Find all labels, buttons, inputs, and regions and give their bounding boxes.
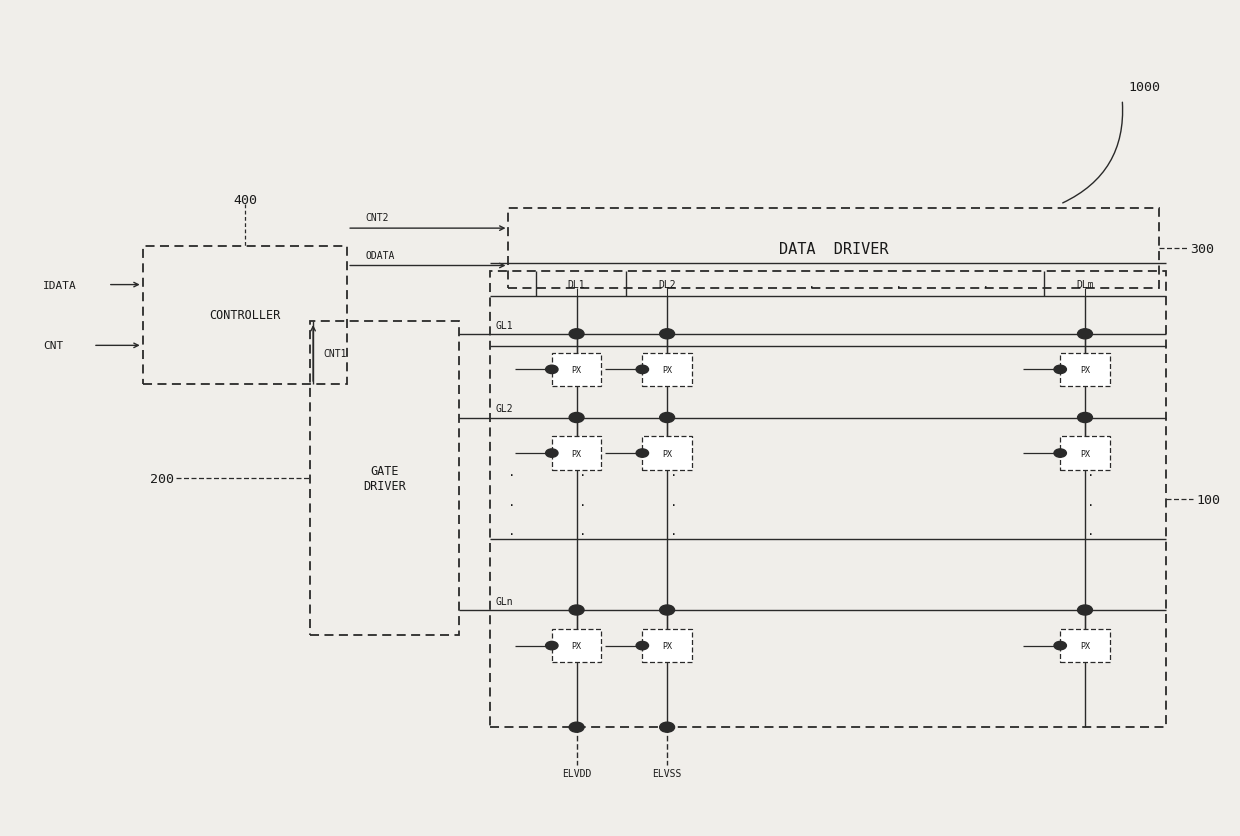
Text: .: . bbox=[579, 495, 587, 508]
Text: ELVDD: ELVDD bbox=[562, 768, 591, 778]
Text: ELVSS: ELVSS bbox=[652, 768, 682, 778]
Bar bbox=[552, 437, 601, 470]
Text: .: . bbox=[579, 524, 587, 538]
Bar bbox=[490, 272, 1166, 727]
Circle shape bbox=[1078, 605, 1092, 615]
Circle shape bbox=[569, 722, 584, 732]
Text: PX: PX bbox=[662, 641, 672, 650]
Bar bbox=[552, 353, 601, 386]
Text: DLm: DLm bbox=[1076, 279, 1094, 289]
Circle shape bbox=[546, 450, 558, 458]
Text: PX: PX bbox=[1080, 641, 1090, 650]
Text: PX: PX bbox=[662, 449, 672, 458]
Text: GLn: GLn bbox=[496, 596, 513, 606]
Text: IDATA: IDATA bbox=[43, 280, 77, 290]
Text: 1000: 1000 bbox=[1128, 81, 1161, 94]
Bar bbox=[143, 247, 347, 385]
Text: .: . bbox=[982, 278, 990, 291]
Text: .: . bbox=[579, 466, 587, 479]
Text: CNT: CNT bbox=[43, 341, 63, 351]
Circle shape bbox=[1054, 450, 1066, 458]
Circle shape bbox=[546, 642, 558, 650]
Text: CONTROLLER: CONTROLLER bbox=[210, 309, 280, 322]
Circle shape bbox=[636, 642, 649, 650]
Text: GL1: GL1 bbox=[496, 320, 513, 330]
Text: PX: PX bbox=[572, 449, 582, 458]
Bar bbox=[642, 437, 692, 470]
Text: CNT1: CNT1 bbox=[322, 349, 346, 358]
Text: CNT2: CNT2 bbox=[366, 213, 389, 223]
Text: GL2: GL2 bbox=[496, 404, 513, 414]
Text: 200: 200 bbox=[150, 472, 174, 485]
Text: PX: PX bbox=[1080, 449, 1090, 458]
Text: .: . bbox=[508, 524, 516, 538]
Circle shape bbox=[660, 605, 675, 615]
Text: 400: 400 bbox=[233, 194, 257, 207]
Bar bbox=[1060, 437, 1110, 470]
Circle shape bbox=[1054, 642, 1066, 650]
Bar bbox=[642, 353, 692, 386]
Text: .: . bbox=[808, 278, 816, 291]
Text: GATE
DRIVER: GATE DRIVER bbox=[363, 465, 405, 492]
Bar bbox=[1060, 353, 1110, 386]
Text: .: . bbox=[508, 466, 516, 479]
Text: .: . bbox=[1087, 495, 1095, 508]
Circle shape bbox=[1054, 366, 1066, 375]
Text: PX: PX bbox=[572, 641, 582, 650]
Text: .: . bbox=[508, 495, 516, 508]
Circle shape bbox=[1078, 329, 1092, 339]
Text: DL1: DL1 bbox=[568, 279, 585, 289]
Text: .: . bbox=[670, 495, 677, 508]
Text: DATA  DRIVER: DATA DRIVER bbox=[779, 242, 889, 256]
Text: DL2: DL2 bbox=[658, 279, 676, 289]
Text: .: . bbox=[895, 278, 903, 291]
Text: .: . bbox=[670, 466, 677, 479]
Text: .: . bbox=[1087, 466, 1095, 479]
Text: ODATA: ODATA bbox=[366, 250, 396, 260]
Circle shape bbox=[660, 413, 675, 423]
Circle shape bbox=[636, 366, 649, 375]
Circle shape bbox=[569, 605, 584, 615]
Bar bbox=[642, 629, 692, 662]
Circle shape bbox=[569, 413, 584, 423]
Bar bbox=[552, 629, 601, 662]
Text: PX: PX bbox=[662, 365, 672, 375]
Bar bbox=[310, 322, 459, 635]
Circle shape bbox=[546, 366, 558, 375]
Text: 100: 100 bbox=[1197, 493, 1220, 506]
Text: 300: 300 bbox=[1190, 242, 1214, 255]
Bar bbox=[1060, 629, 1110, 662]
Text: .: . bbox=[670, 524, 677, 538]
Circle shape bbox=[660, 329, 675, 339]
Text: .: . bbox=[1087, 524, 1095, 538]
Text: PX: PX bbox=[572, 365, 582, 375]
Circle shape bbox=[660, 722, 675, 732]
Bar bbox=[508, 209, 1159, 288]
Circle shape bbox=[1078, 413, 1092, 423]
Circle shape bbox=[569, 329, 584, 339]
Text: PX: PX bbox=[1080, 365, 1090, 375]
Circle shape bbox=[636, 450, 649, 458]
